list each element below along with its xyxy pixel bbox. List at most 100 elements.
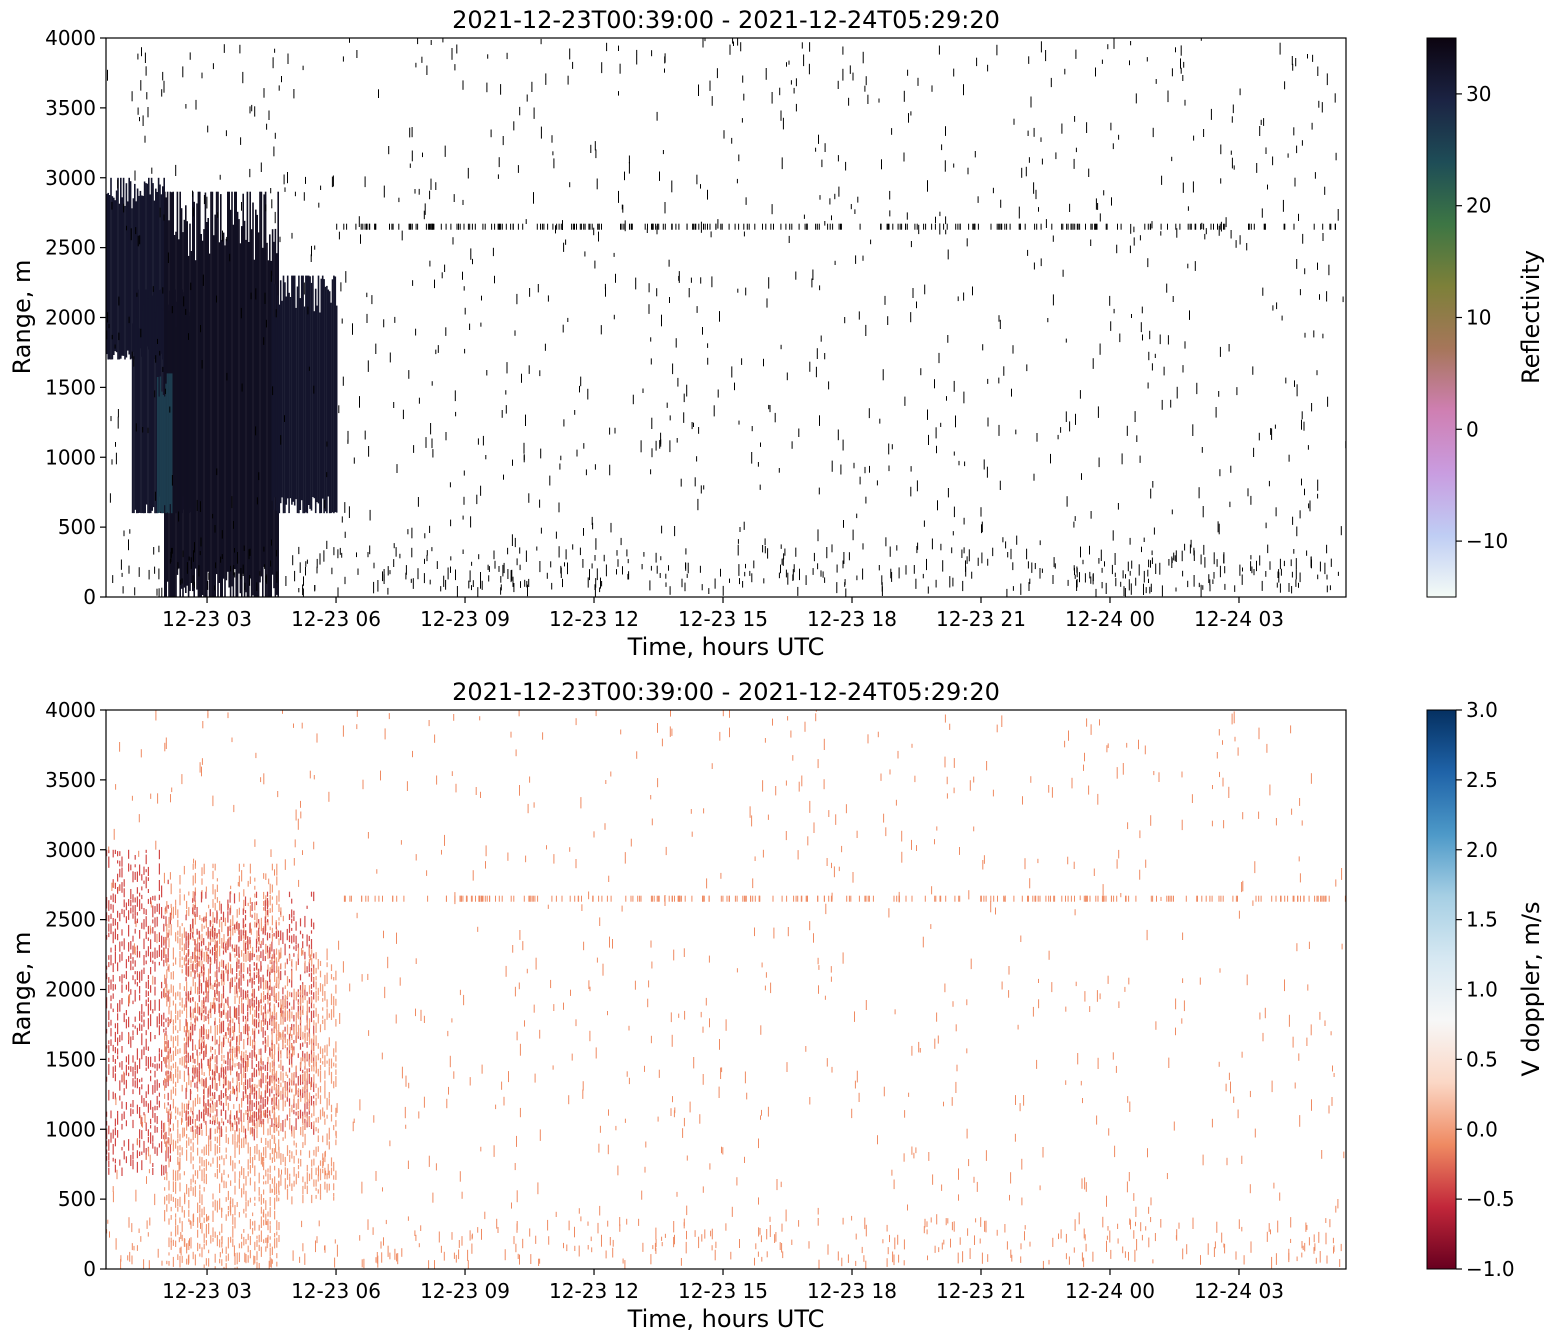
- noise-speckle: [382, 571, 383, 582]
- echo-streak: [249, 1165, 251, 1174]
- echo-streak: [211, 1035, 214, 1042]
- echo-streak: [167, 1075, 169, 1087]
- noise-speckle: [436, 561, 438, 569]
- noise-speckle: [453, 1252, 455, 1259]
- noise-speckle: [206, 196, 208, 209]
- noise-speckle: [594, 555, 596, 561]
- noise-speckle: [480, 322, 482, 327]
- echo-streak: [247, 1200, 249, 1207]
- echo-streak: [276, 1261, 278, 1267]
- noise-speckle: [981, 552, 983, 564]
- noise-speckle: [584, 251, 586, 257]
- noise-speckle: [998, 377, 1000, 384]
- noise-speckle: [366, 292, 368, 298]
- echo-streak: [164, 1176, 166, 1180]
- noise-speckle: [1182, 365, 1184, 373]
- noise-speckle: [1035, 189, 1037, 200]
- noise-speckle: [1313, 330, 1315, 338]
- noise-speckle: [111, 882, 113, 891]
- echo-streak: [168, 1127, 170, 1136]
- echo-streak: [222, 970, 225, 982]
- noise-speckle: [998, 315, 1000, 322]
- noise-speckle: [743, 93, 745, 101]
- noise-speckle: [597, 223, 599, 230]
- noise-speckle: [1180, 58, 1181, 69]
- noise-speckle: [459, 989, 461, 996]
- noise-speckle: [855, 255, 857, 264]
- echo-streak: [253, 962, 255, 966]
- noise-speckle: [558, 502, 560, 513]
- echo-streak: [175, 1181, 177, 1194]
- noise-speckle: [1073, 158, 1075, 169]
- echo-streak: [219, 945, 221, 957]
- echo-streak: [186, 1184, 188, 1195]
- echo-streak: [134, 871, 136, 880]
- noise-speckle: [723, 130, 725, 139]
- noise-speckle: [1062, 223, 1064, 230]
- noise-speckle: [468, 580, 470, 589]
- noise-speckle: [856, 513, 858, 519]
- noise-speckle: [879, 418, 881, 424]
- noise-speckle: [1052, 575, 1054, 584]
- echo-streak: [233, 1088, 236, 1095]
- echo-streak: [273, 1044, 275, 1050]
- echo-streak: [187, 966, 189, 977]
- noise-speckle: [368, 223, 370, 230]
- echo-streak: [214, 214, 216, 597]
- echo-streak: [187, 1116, 189, 1127]
- noise-speckle: [275, 549, 277, 557]
- noise-speckle: [1224, 1244, 1226, 1254]
- noise-speckle: [865, 496, 867, 504]
- echo-streak: [326, 972, 328, 984]
- echo-streak: [156, 950, 158, 958]
- echo-streak: [288, 924, 291, 933]
- echo-streak: [185, 941, 187, 950]
- noise-speckle: [1275, 818, 1277, 826]
- noise-speckle: [790, 80, 792, 85]
- noise-speckle: [279, 236, 281, 243]
- echo-streak: [284, 1167, 286, 1175]
- echo-streak: [166, 1260, 168, 1265]
- echo-streak: [291, 1196, 293, 1205]
- echo-streak: [189, 1026, 192, 1030]
- noise-speckle: [519, 1107, 521, 1118]
- echo-streak: [175, 1061, 177, 1069]
- echo-streak: [200, 234, 202, 597]
- noise-speckle: [338, 405, 340, 414]
- echo-streak: [232, 224, 235, 597]
- echo-streak: [192, 976, 194, 987]
- echo-streak: [139, 951, 141, 958]
- noise-speckle: [1155, 79, 1157, 84]
- noise-speckle: [743, 223, 745, 230]
- echo-streak: [260, 1230, 262, 1242]
- echo-streak: [186, 981, 188, 992]
- noise-speckle: [471, 585, 472, 591]
- noise-speckle: [412, 578, 414, 589]
- echo-streak: [218, 929, 220, 934]
- noise-speckle: [373, 581, 375, 594]
- echo-streak: [158, 1092, 160, 1097]
- noise-speckle: [114, 344, 116, 349]
- noise-speckle: [622, 1258, 624, 1264]
- echo-streak: [258, 1224, 260, 1231]
- echo-streak: [225, 1154, 227, 1159]
- echo-streak: [271, 896, 273, 900]
- noise-speckle: [968, 549, 970, 562]
- echo-streak: [289, 1039, 291, 1051]
- noise-speckle: [624, 1118, 626, 1123]
- noise-speckle: [346, 223, 348, 230]
- echo-streak: [211, 1004, 214, 1009]
- noise-speckle: [1321, 102, 1323, 113]
- noise-speckle: [892, 223, 894, 230]
- echo-streak: [130, 953, 132, 959]
- echo-streak: [210, 1025, 212, 1034]
- noise-speckle: [410, 223, 412, 230]
- noise-speckle: [662, 223, 664, 230]
- echo-streak: [291, 970, 293, 981]
- noise-speckle: [678, 271, 680, 283]
- echo-streak: [300, 1149, 302, 1156]
- echo-streak: [241, 870, 243, 882]
- noise-speckle: [996, 44, 998, 56]
- noise-speckle: [736, 178, 738, 184]
- noise-speckle: [1324, 562, 1326, 575]
